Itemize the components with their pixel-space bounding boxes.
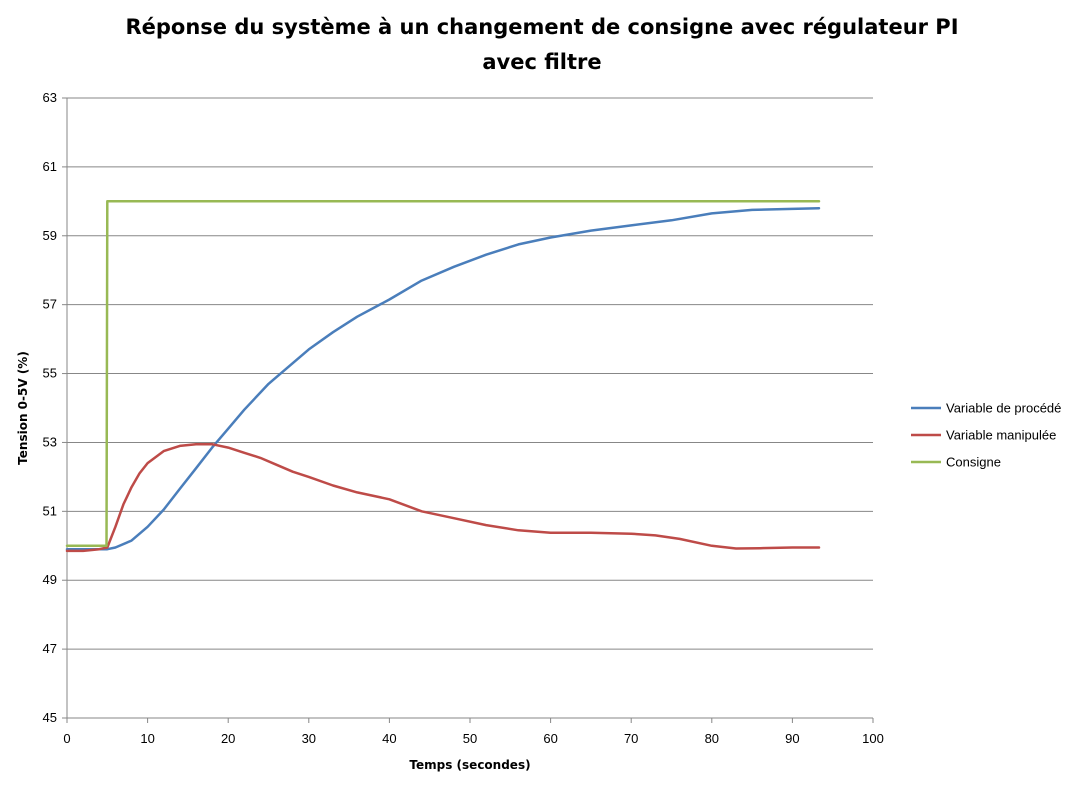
y-tick-label: 55	[43, 366, 57, 381]
y-tick-label: 63	[43, 90, 57, 105]
series-line-3	[65, 200, 821, 548]
gridlines	[67, 97, 873, 650]
x-tick-label: 80	[705, 731, 719, 746]
legend-label: Consigne	[946, 455, 1001, 470]
y-tick-label: 47	[43, 641, 57, 656]
legend-label: Variable manipulée	[946, 428, 1056, 443]
chart-title-line1: Réponse du système à un changement de co…	[125, 15, 958, 39]
legend: Variable de procédé Variable manipulée Con…	[911, 401, 1061, 470]
y-tick-label: 59	[43, 228, 57, 243]
y-tick-label: 61	[43, 159, 57, 174]
x-tick-label: 0	[63, 731, 70, 746]
x-tick-label: 50	[463, 731, 477, 746]
x-tick-label: 10	[140, 731, 154, 746]
y-tick-label: 51	[43, 503, 57, 518]
y-tick-label: 49	[43, 572, 57, 587]
x-tick-label: 30	[302, 731, 316, 746]
x-tick-labels: 0 10 20 30 40 50 60 70 80 90 100	[63, 731, 883, 746]
y-tick-labels: 45 47 49 51 53 55 57 59 61 63	[43, 90, 57, 725]
series-line-2	[65, 442, 821, 553]
x-tick-label: 60	[543, 731, 557, 746]
series-lines	[65, 200, 821, 553]
y-tick-label: 45	[43, 710, 57, 725]
y-tick-label: 57	[43, 297, 57, 312]
chart-title-line2: avec filtre	[482, 50, 601, 74]
x-axis-label: Temps (secondes)	[409, 758, 530, 772]
series-line-1	[65, 206, 821, 551]
x-tick-label: 90	[785, 731, 799, 746]
y-tick-label: 53	[43, 434, 57, 449]
y-axis-label: Tension 0-5V (%)	[16, 351, 30, 465]
x-tick-label: 20	[221, 731, 235, 746]
axes	[62, 97, 874, 723]
x-tick-label: 100	[862, 731, 884, 746]
legend-label: Variable de procédé	[946, 401, 1061, 416]
x-tick-label: 70	[624, 731, 638, 746]
x-tick-label: 40	[382, 731, 396, 746]
